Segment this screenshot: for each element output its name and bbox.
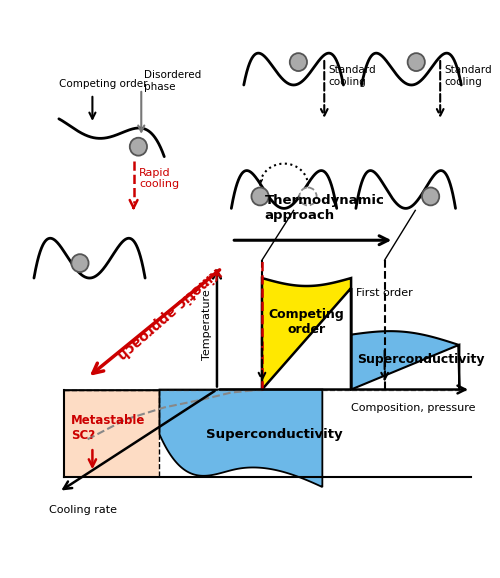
- Circle shape: [290, 53, 307, 71]
- Circle shape: [300, 187, 316, 205]
- Text: Standard
cooling: Standard cooling: [328, 65, 376, 87]
- Circle shape: [130, 138, 147, 155]
- Polygon shape: [160, 390, 322, 487]
- Text: Temperature: Temperature: [202, 290, 212, 360]
- Text: First order: First order: [356, 288, 412, 298]
- Text: Metastable
SC?: Metastable SC?: [72, 414, 146, 442]
- Circle shape: [252, 187, 268, 205]
- Circle shape: [408, 53, 425, 71]
- Text: Composition, pressure: Composition, pressure: [351, 403, 476, 413]
- Text: Standard
cooling: Standard cooling: [444, 65, 492, 87]
- Text: Competing order: Competing order: [59, 79, 148, 89]
- Text: Rapid
cooling: Rapid cooling: [140, 168, 179, 190]
- Circle shape: [72, 254, 88, 272]
- Polygon shape: [262, 278, 351, 390]
- Text: Superconductivity: Superconductivity: [358, 353, 485, 366]
- Text: Disordered
phase: Disordered phase: [144, 70, 202, 92]
- Text: Thermodynamic
approach: Thermodynamic approach: [265, 194, 384, 223]
- Circle shape: [422, 187, 439, 205]
- Text: Competing
order: Competing order: [268, 308, 344, 336]
- Text: Kinetic approach: Kinetic approach: [114, 264, 224, 362]
- Polygon shape: [351, 331, 460, 390]
- Polygon shape: [64, 390, 160, 477]
- Text: Cooling rate: Cooling rate: [50, 505, 117, 515]
- Text: Superconductivity: Superconductivity: [206, 428, 343, 441]
